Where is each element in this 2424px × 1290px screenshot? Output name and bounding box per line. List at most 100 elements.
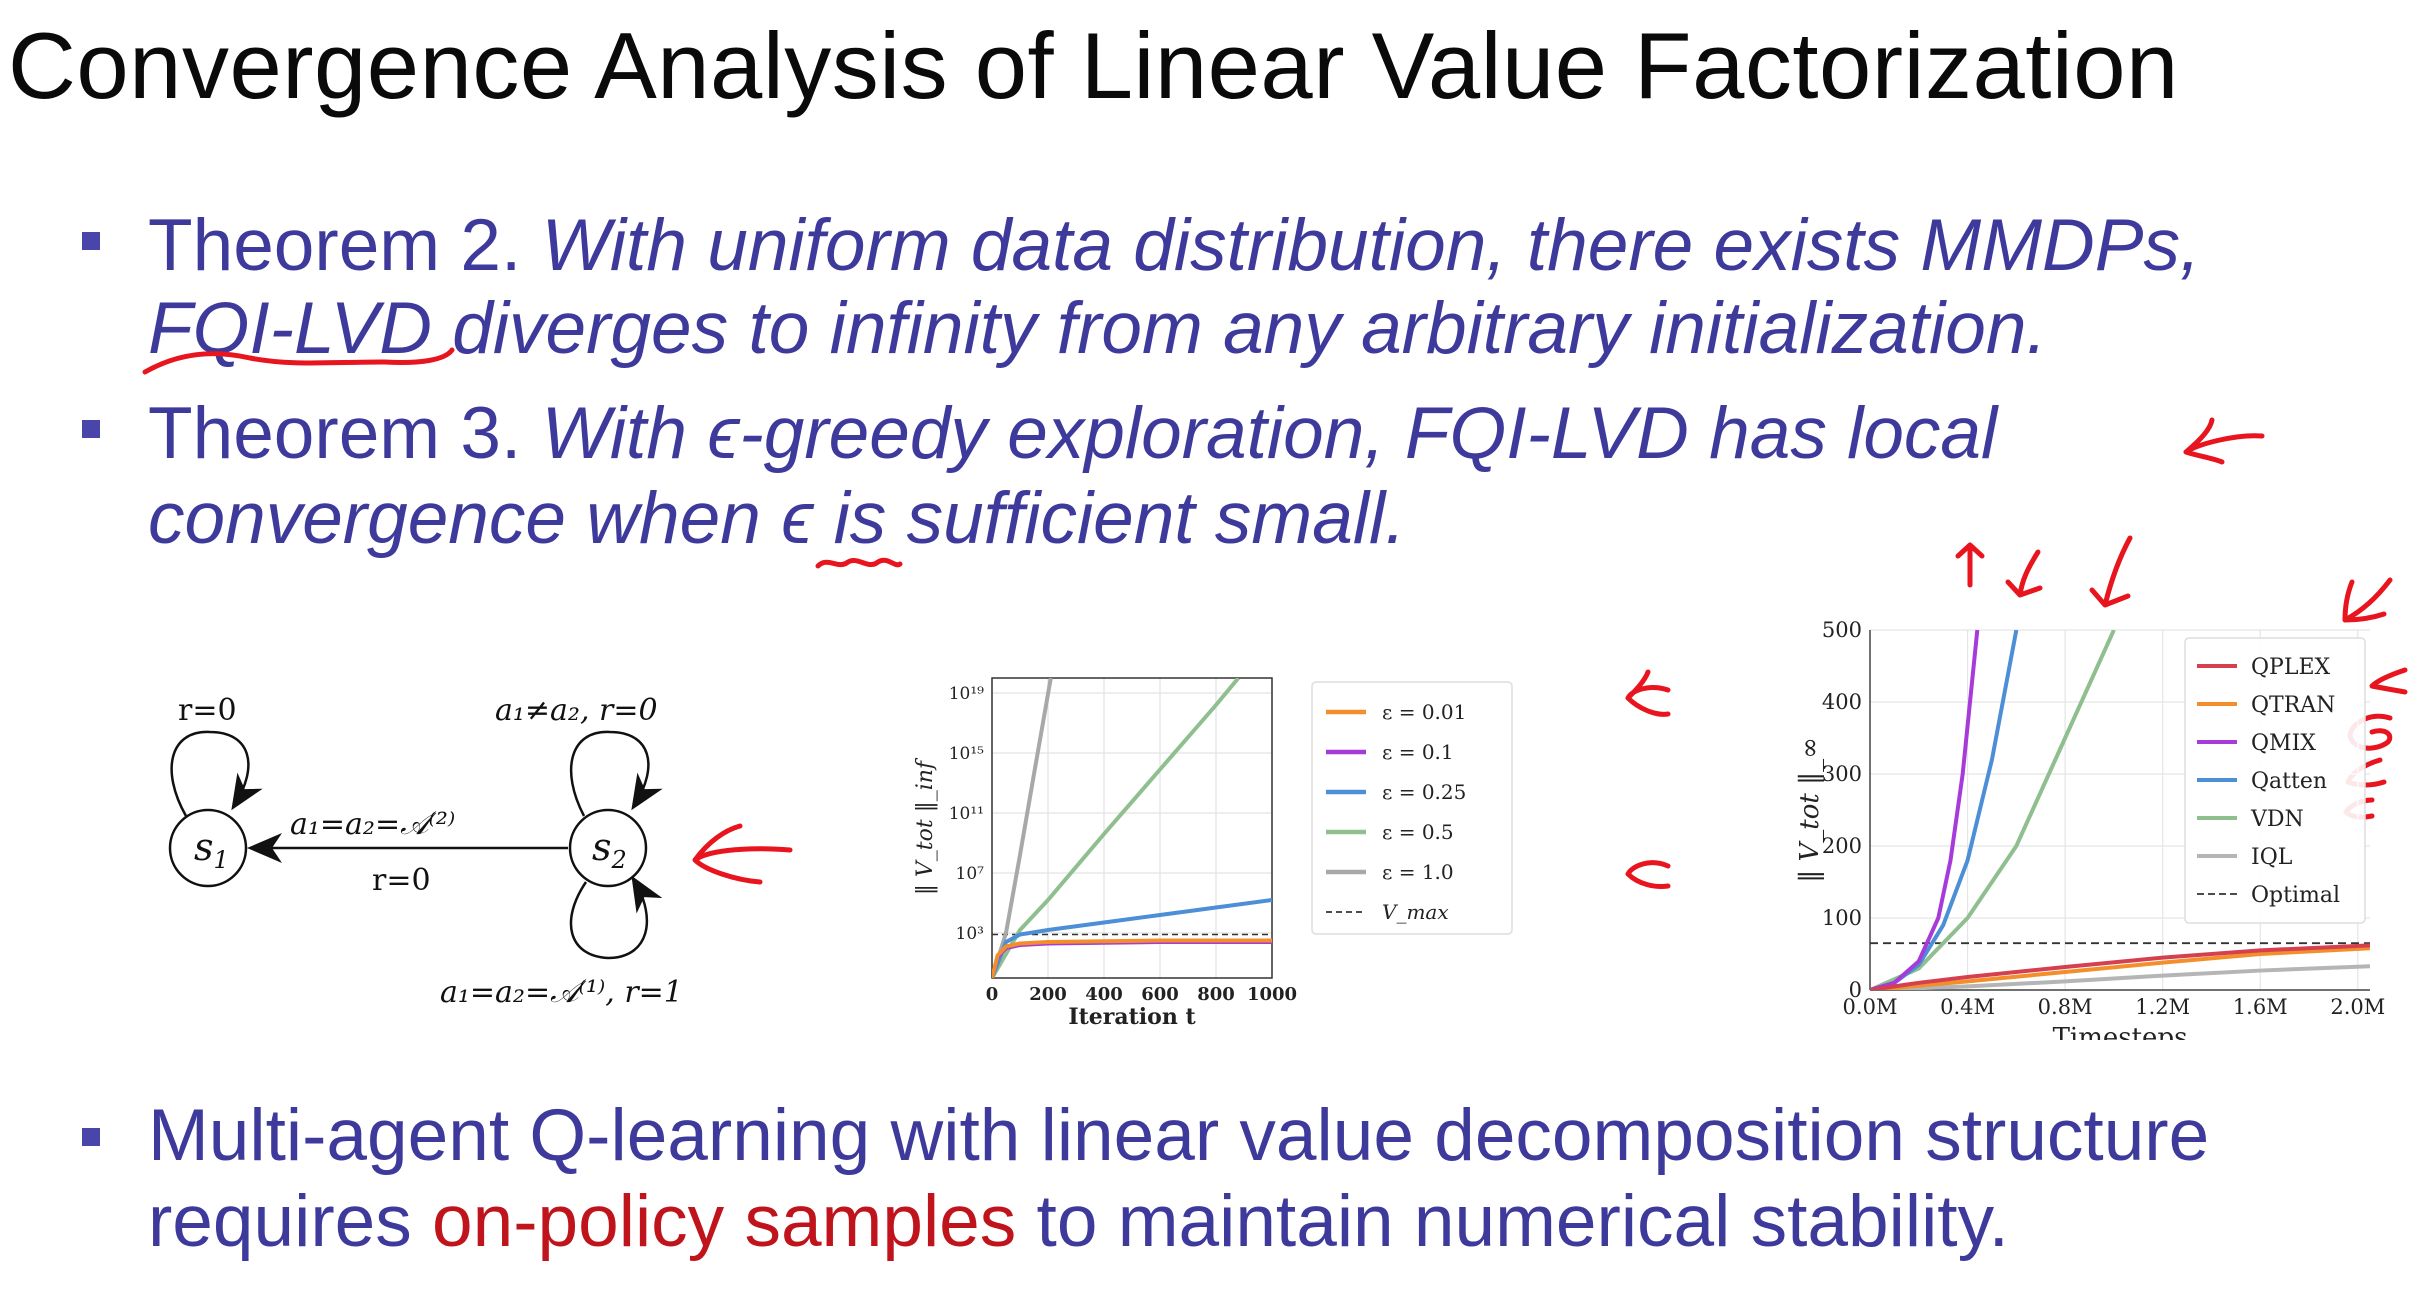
mmdp-diagram: s1 s2 r=0 a₁≠a₂, r=0 a₁=a₂=𝒜⁽²⁾ r=0 a₁=a… [168,693,683,1010]
theorem-2-line-2: FQI-LVD diverges to infinity from any ar… [148,287,2047,371]
y-tick-label: 100 [1822,906,1862,930]
theorem-3-cont-post: is sufficient small. [813,478,1406,559]
theorem-2-statement: With uniform data distribution, there ex… [541,205,2201,286]
legend-label: ε = 0.01 [1382,700,1466,724]
legend-label: IQL [2251,845,2293,870]
legend-label: ε = 0.5 [1382,820,1454,844]
theorem-2-line-1: Theorem 2. With uniform data distributio… [148,204,2200,288]
self-loop-s2-top [569,730,663,817]
x-tick-label: 1000 [1247,984,1297,1005]
x-axis-label: Timesteps [2053,1023,2188,1040]
arrow-theorem-3 [2183,417,2265,465]
state-s1-label: s1 [194,825,229,874]
legend-label: ε = 1.0 [1382,860,1454,884]
legend-label: V_max [1382,900,1449,924]
epsilon-symbol: ϵ [707,393,740,474]
series-line [1870,964,2370,990]
x-tick-label: 1.2M [2135,995,2190,1019]
self-loop-s2-bottom-label: a₁=a₂=𝒜⁽¹⁾, r=1 [440,975,683,1010]
y-tick-label: 200 [1822,834,1862,858]
series-line [992,898,1272,978]
x-tick-label: 0.8M [2038,995,2093,1019]
x-tick-label: 2.0M [2330,995,2385,1019]
arrow-legend-corner [2342,577,2393,623]
plot-frame [991,677,1273,979]
bullet-marker-3 [82,1128,100,1146]
series-line [992,678,1240,978]
x-tick-label: 200 [1029,984,1067,1005]
conclusion-line-2: requires on-policy samples to maintain n… [148,1180,2009,1264]
self-loop-s1 [170,730,263,817]
theorem-2-statement-cont: diverges to infinity from any arbitrary … [431,288,2047,369]
y-tick-label: 500 [1822,618,1862,642]
legend-label: QPLEX [2251,655,2331,680]
y-tick-label: 300 [1822,762,1862,786]
epsilon-squiggle [815,557,903,569]
theorem-3-cont-pre: convergence when [148,478,782,559]
series-group [1870,630,2370,990]
theorem-3-pre: With [541,393,708,474]
state-s1-node [168,808,248,888]
series-line [992,938,1272,978]
theorem-3-line-1: Theorem 3. With ϵ-greedy exploration, FQ… [148,392,1997,476]
y-tick-label: 10³ [956,924,984,944]
y-tick-label: 10¹⁵ [949,744,984,764]
x-tick-label: 0.4M [1940,995,1995,1019]
legend-label: QTRAN [2251,693,2335,718]
y-tick-label: 10¹⁹ [949,684,984,704]
x-tick-label: 0 [986,984,999,1005]
conclusion-post: to maintain numerical stability. [1016,1181,2009,1262]
theorem-3-label: Theorem 3. [148,393,522,474]
self-loop-s1-label: r=0 [178,693,237,728]
y-tick-label: 0 [1849,978,1862,1002]
arrow-up [1955,542,1985,588]
transition-label: a₁=a₂=𝒜⁽²⁾ [290,807,455,842]
y-tick-label: 400 [1822,690,1862,714]
legend-label: Qatten [2251,769,2327,794]
theorem-2-label: Theorem 2. [148,205,522,286]
x-tick-label: 400 [1085,984,1123,1005]
arrow-s2-state [692,823,793,885]
series-line [1870,943,2370,990]
arrow-down-1 [2005,549,2043,598]
legend-label: ε = 0.25 [1382,780,1466,804]
transition-reward: r=0 [372,863,431,898]
series-line [1870,630,2019,990]
y-axis-label: ‖ V_tot ‖_inf [913,757,938,895]
legend-label: Optimal [2251,883,2340,908]
y-tick-label: 10⁷ [956,864,985,884]
arrow-eps-001 [1625,669,1671,717]
state-s2-label: s2 [592,825,627,874]
series-line [1870,630,1980,990]
bullet-marker-2 [82,420,100,438]
legend-label: ε = 0.1 [1382,740,1454,764]
self-loop-s2-bottom [569,875,663,960]
series-line [992,678,1053,978]
legend-label: VDN [2250,807,2304,832]
slide-title: Convergence Analysis of Linear Value Fac… [8,13,2179,118]
chart-vtot-iteration: 0 200 400 600 800 1000 10³ 10⁷ 10¹¹ 10¹⁵ 10¹⁹ Itera… [913,677,1513,1030]
series-line [992,940,1272,978]
epsilon-symbol-2: ϵ [781,478,814,559]
state-s2-node [568,808,648,888]
y-axis-label: ‖ V_tot ‖_∞ [1795,737,1825,883]
conclusion-pre: requires [148,1181,433,1262]
legend-label: QMIX [2251,731,2316,756]
chart-vtot-timesteps: 0.0M 0.4M 0.8M 1.2M 1.6M 2.0M 0 100 200 300 400 500… [1795,618,2385,1040]
series-line [1870,630,2116,990]
conclusion-line-1: Multi-agent Q-learning with linear value… [148,1095,2210,1176]
underline-squiggle [142,347,455,375]
arrow-down-2 [2089,535,2133,608]
theorem-3-statement: -greedy exploration, FQI-LVD has local [739,393,1998,474]
x-tick-label: 0.0M [1843,995,1898,1019]
bullet-marker-1 [82,232,100,250]
x-tick-label: 600 [1141,984,1179,1005]
arrow-eps-10 [1625,860,1671,889]
y-tick-label: 10¹¹ [949,804,984,824]
legend-box [2184,637,2366,924]
x-tick-label: 1.6M [2233,995,2288,1019]
self-loop-s2-top-label: a₁≠a₂, r=0 [495,693,658,728]
on-policy-highlight: on-policy samples [432,1181,1017,1262]
x-axis-label: Iteration t [1068,1004,1196,1030]
